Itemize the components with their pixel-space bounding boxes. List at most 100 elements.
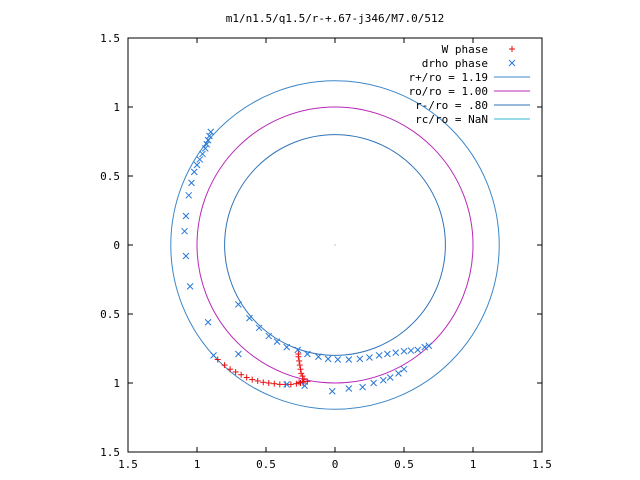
y-tick-label-6: 1.5 (100, 446, 120, 459)
legend-sample-0 (509, 46, 515, 52)
chart-title: m1/n1.5/q1.5/r-+.67-j346/M7.0/512 (226, 12, 445, 25)
point-1-15 (204, 318, 212, 326)
point-1-42 (386, 374, 394, 381)
point-1-7 (193, 161, 201, 169)
point-1-24 (294, 346, 302, 354)
circles-layer (170, 80, 500, 410)
x-tick-label-3: 0 (332, 458, 339, 471)
point-0-1 (221, 362, 228, 369)
point-1-37 (414, 346, 422, 354)
legend-label-1: drho phase (422, 57, 488, 70)
point-1-27 (324, 355, 332, 363)
x-tick-label-0: 1.5 (118, 458, 138, 471)
point-1-5 (199, 150, 206, 158)
point-1-13 (182, 252, 190, 260)
point-1-22 (273, 338, 281, 345)
point-0-20 (297, 366, 304, 373)
series-0 (214, 351, 311, 388)
origin-marker (334, 244, 336, 246)
point-0-3 (232, 368, 239, 375)
point-1-3 (203, 140, 211, 148)
point-1-48 (301, 382, 308, 390)
point-0-4 (238, 371, 245, 378)
point-0-11 (276, 381, 283, 388)
point-1-30 (356, 355, 364, 363)
y-tick-label-1: 1 (113, 101, 120, 114)
legend-label-0: W phase (442, 43, 488, 56)
point-1-41 (395, 369, 402, 377)
point-1-33 (384, 350, 391, 358)
x-tick-label-2: 0.5 (256, 458, 276, 471)
point-1-20 (255, 324, 263, 332)
point-0-0 (214, 356, 221, 363)
point-1-31 (366, 354, 373, 361)
y-tick-label-3: 0 (113, 239, 120, 252)
point-0-5 (243, 374, 250, 381)
legend-label-4: r-/ro = .80 (415, 99, 488, 112)
y-tick-label-2: 0.5 (100, 170, 120, 183)
legend-label-2: r+/ro = 1.19 (409, 71, 488, 84)
point-0-13 (287, 381, 294, 388)
point-1-34 (392, 349, 400, 356)
y-tick-label-5: 1 (113, 377, 120, 390)
point-0-21 (296, 362, 303, 369)
point-1-35 (400, 347, 408, 355)
point-1-0 (207, 128, 215, 136)
point-0-10 (271, 380, 278, 387)
x-tick-label-1: 1 (194, 458, 201, 471)
point-1-25 (304, 350, 311, 358)
point-0-14 (293, 380, 300, 387)
point-1-43 (379, 376, 387, 384)
point-0-6 (249, 376, 256, 383)
circle-0 (170, 80, 500, 410)
point-1-40 (400, 365, 408, 373)
series-1 (181, 128, 433, 395)
point-0-9 (265, 380, 272, 386)
point-0-2 (227, 366, 234, 373)
point-1-10 (185, 191, 193, 199)
point-1-12 (181, 227, 188, 235)
point-0-22 (296, 357, 303, 364)
point-1-8 (190, 168, 198, 176)
point-1-6 (196, 156, 204, 163)
legend-label-3: ro/ro = 1.00 (409, 85, 488, 98)
point-0-26 (296, 379, 303, 386)
point-1-38 (421, 343, 429, 351)
point-1-9 (188, 179, 195, 187)
point-1-23 (283, 343, 291, 351)
point-1-45 (359, 383, 366, 391)
point-1-1 (206, 132, 213, 140)
point-1-26 (315, 353, 322, 361)
circle-1 (196, 106, 474, 384)
point-0-7 (254, 377, 261, 384)
point-1-28 (334, 356, 342, 363)
point-0-18 (299, 373, 306, 380)
point-1-36 (407, 347, 415, 354)
y-tick-label-4: 0.5 (100, 308, 120, 321)
point-1-19 (246, 314, 253, 322)
series-layer (181, 128, 433, 395)
point-1-11 (182, 212, 190, 220)
point-1-18 (235, 300, 242, 308)
legend-label-5: rc/ro = NaN (415, 113, 488, 126)
point-1-29 (345, 356, 353, 363)
legend-sample-1 (508, 59, 516, 67)
y-tick-label-0: 1.5 (100, 32, 120, 45)
point-1-2 (204, 136, 212, 144)
point-0-17 (300, 375, 307, 382)
point-1-47 (328, 387, 336, 395)
point-0-12 (282, 381, 289, 388)
point-1-17 (235, 350, 242, 358)
point-1-4 (201, 145, 209, 152)
point-1-39 (425, 342, 433, 350)
point-1-44 (370, 379, 377, 387)
point-1-16 (210, 352, 217, 359)
point-1-21 (265, 332, 273, 340)
point-1-49 (283, 381, 291, 388)
x-axis-ticks: 1.5 1 0.5 0 0.5 1 1.5 (118, 38, 552, 471)
point-0-19 (298, 370, 305, 377)
point-0-8 (260, 379, 267, 386)
circle-2 (224, 134, 446, 356)
